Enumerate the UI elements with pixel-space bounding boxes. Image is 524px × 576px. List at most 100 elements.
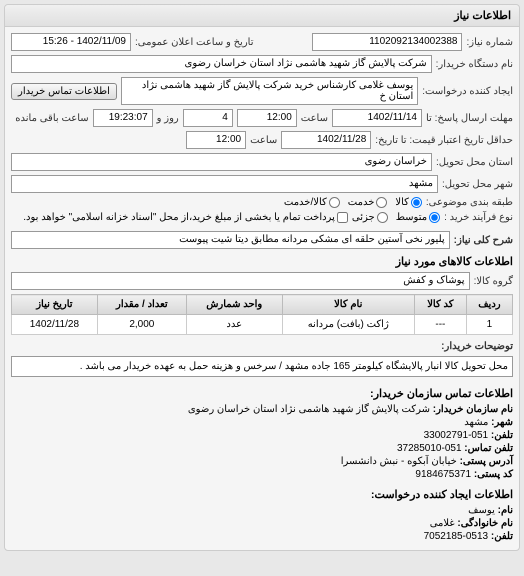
panel-title: اطلاعات نیاز	[454, 10, 511, 22]
family-line: نام خانوادگی: غلامی	[11, 518, 513, 529]
th-row-no: ردیف	[466, 295, 512, 315]
process-label: نوع فرآیند خرید :	[444, 212, 513, 223]
table-row: 1 --- ژاکت (بافت) مردانه عدد 2,000 1402/…	[12, 315, 513, 335]
announce-date-value: 1402/11/09 - 15:26	[11, 33, 131, 51]
requester-label: ایجاد کننده درخواست:	[422, 86, 513, 97]
req-phone-line: تلفن: 0513-7052185	[11, 531, 513, 542]
goods-info-label: اطلاعات کالاهای مورد نیاز	[11, 255, 513, 268]
desc-label: شرح کلی نیاز:	[454, 235, 513, 246]
process-radio-partial[interactable]: جزئی	[352, 212, 388, 223]
process-radio-medium-input[interactable]	[429, 212, 440, 223]
type-radio-both[interactable]: کالا/خدمت	[284, 197, 340, 208]
type-radio-goods-label: کالا	[395, 197, 409, 208]
process-checkbox-item[interactable]: پرداخت تمام یا بخشی از مبلغ خرید،از محل …	[23, 212, 348, 223]
treasury-checkbox-label: پرداخت تمام یا بخشی از مبلغ خرید،از محل …	[23, 212, 335, 223]
address-value: خیابان آبکوه - نبش دانشسرا	[341, 456, 457, 467]
type-radio-services[interactable]: خدمت	[348, 197, 388, 208]
type-radio-both-input[interactable]	[329, 197, 340, 208]
goods-group-label: گروه کالا:	[474, 276, 513, 287]
reply-deadline-label: مهلت ارسال پاسخ: تا	[426, 113, 513, 124]
postal-value: 9184675371	[415, 469, 471, 480]
type-label: طبقه بندی موضوعی:	[426, 197, 513, 208]
contact-buyer-button[interactable]: اطلاعات تماس خریدار	[11, 83, 117, 100]
td-qty: 2,000	[97, 315, 186, 335]
row-goods-group: گروه کالا: پوشاک و کفش	[11, 272, 513, 290]
family-label: نام خانوادگی:	[457, 518, 513, 529]
type-radio-services-label: خدمت	[348, 197, 375, 208]
address-label: آدرس پستی:	[460, 456, 513, 467]
type-radio-both-label: کالا/خدمت	[284, 197, 327, 208]
th-item-code: کد کالا	[414, 295, 466, 315]
td-need-date: 1402/11/28	[12, 315, 98, 335]
goods-group-value: پوشاک و کفش	[11, 272, 470, 290]
fax-label: تلفن تماس:	[464, 443, 513, 454]
type-radio-goods[interactable]: کالا	[395, 197, 422, 208]
org-name-label: نام سازمان خریدار:	[433, 404, 513, 415]
days-label: روز و	[157, 113, 179, 124]
name-value: یوسف	[468, 505, 495, 516]
remaining-label: ساعت باقی مانده	[15, 113, 88, 124]
contact-section-label: اطلاعات تماس سازمان خریدار:	[11, 387, 513, 400]
days-count-value: 4	[183, 109, 233, 127]
city-value: مشهد	[464, 417, 488, 428]
phone-value: 051-33002791	[424, 430, 489, 441]
row-request-no: شماره نیاز: 1102092134002388 تاریخ و ساع…	[11, 33, 513, 51]
type-radio-services-input[interactable]	[376, 197, 387, 208]
remaining-time-value: 19:23:07	[93, 109, 153, 127]
fax-line: تلفن تماس: 051-37285010	[11, 443, 513, 454]
delivery-city-label: شهر محل تحویل:	[442, 179, 513, 190]
org-name-value: شرکت پالایش گاز شهید هاشمی نژاد استان خر…	[188, 404, 430, 415]
process-radio-medium[interactable]: متوسط	[396, 212, 440, 223]
panel-header: اطلاعات نیاز	[5, 5, 519, 27]
process-radio-partial-input[interactable]	[377, 212, 388, 223]
reply-date-value: 1402/11/14	[332, 109, 422, 127]
process-radio-partial-label: جزئی	[352, 212, 375, 223]
row-desc: شرح کلی نیاز: پلیور نخی آستین حلقه ای مش…	[11, 231, 513, 249]
row-delivery-city: شهر محل تحویل: مشهد	[11, 175, 513, 193]
buyer-notes-value: محل تحویل کالا انبار پالایشگاه کیلومتر 1…	[11, 356, 513, 377]
row-buyer-org: نام دستگاه خریدار: شرکت پالایش گاز شهید …	[11, 55, 513, 73]
th-qty: تعداد / مقدار	[97, 295, 186, 315]
phone-label: تلفن:	[491, 430, 513, 441]
family-value: غلامی	[430, 518, 455, 529]
th-item-name: نام کالا	[282, 295, 414, 315]
requester-section-label: اطلاعات ایجاد کننده درخواست:	[11, 488, 513, 501]
goods-table: ردیف کد کالا نام کالا واحد شمارش تعداد /…	[11, 294, 513, 335]
delivery-province-value: خراسان رضوی	[11, 153, 432, 171]
req-phone-value: 0513-7052185	[424, 531, 489, 542]
requester-value: یوسف غلامی کارشناس خرید شرکت پالایش گاز …	[121, 77, 418, 105]
th-unit: واحد شمارش	[186, 295, 282, 315]
row-reply-deadline: مهلت ارسال پاسخ: تا 1402/11/14 ساعت 12:0…	[11, 109, 513, 127]
panel-body: شماره نیاز: 1102092134002388 تاریخ و ساع…	[5, 27, 519, 550]
name-label: نام:	[498, 505, 513, 516]
type-radio-goods-input[interactable]	[411, 197, 422, 208]
th-need-date: تاریخ نیاز	[12, 295, 98, 315]
postal-label: کد پستی:	[474, 469, 513, 480]
row-buyer-notes: توضیحات خریدار:	[11, 341, 513, 352]
table-header-row: ردیف کد کالا نام کالا واحد شمارش تعداد /…	[12, 295, 513, 315]
postal-line: کد پستی: 9184675371	[11, 469, 513, 480]
need-info-panel: اطلاعات نیاز شماره نیاز: 110209213400238…	[4, 4, 520, 551]
treasury-checkbox[interactable]	[337, 212, 348, 223]
desc-value: پلیور نخی آستین حلقه ای مشکی مردانه مطاب…	[11, 231, 450, 249]
row-requester: ایجاد کننده درخواست: یوسف غلامی کارشناس …	[11, 77, 513, 105]
process-radio-medium-label: متوسط	[396, 212, 427, 223]
delivery-city-value: مشهد	[11, 175, 438, 193]
phone-line: تلفن: 051-33002791	[11, 430, 513, 441]
city-line: شهر: مشهد	[11, 417, 513, 428]
request-no-label: شماره نیاز:	[466, 37, 513, 48]
time-label-1: ساعت	[301, 113, 328, 124]
address-line: آدرس پستی: خیابان آبکوه - نبش دانشسرا	[11, 456, 513, 467]
process-radio-group: متوسط جزئی	[352, 212, 440, 223]
validity-time-value: 12:00	[186, 131, 246, 149]
city-label: شهر:	[491, 417, 513, 428]
row-validity: حداقل تاریخ اعتبار قیمت: تا تاریخ: 1402/…	[11, 131, 513, 149]
request-no-value: 1102092134002388	[312, 33, 462, 51]
row-delivery-province: استان محل تحویل: خراسان رضوی	[11, 153, 513, 171]
buyer-org-label: نام دستگاه خریدار:	[436, 59, 513, 70]
announce-date-label: تاریخ و ساعت اعلان عمومی:	[135, 37, 254, 48]
td-item-code: ---	[414, 315, 466, 335]
td-item-name: ژاکت (بافت) مردانه	[282, 315, 414, 335]
fax-value: 051-37285010	[397, 443, 462, 454]
buyer-notes-label: توضیحات خریدار:	[441, 341, 513, 352]
